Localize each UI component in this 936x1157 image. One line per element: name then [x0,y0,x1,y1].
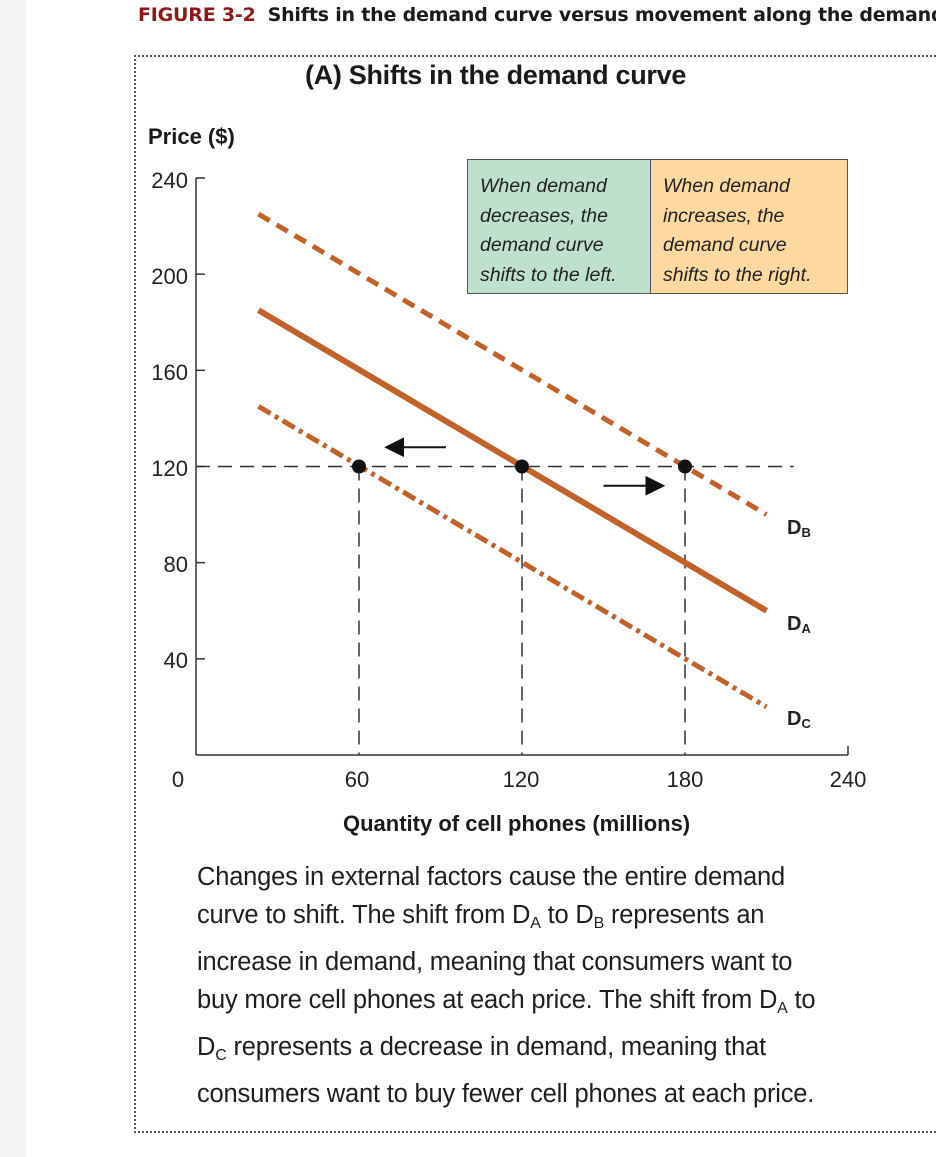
curve-label-main: D [787,517,802,539]
caption-text: represents an increase in demand, meanin… [197,901,793,1014]
increase-demand-note: When demand increases, the demand curve … [650,159,848,294]
note-line: When demand [663,175,790,197]
y-tick-label: 120 [151,456,188,481]
figure-frame-bottom [134,1131,936,1133]
x-tick-label: 240 [829,767,867,792]
curve-label-main: D [787,613,802,635]
demand-curve-da [256,307,769,614]
caption-text: to D [197,986,816,1061]
demand-point [515,459,529,474]
y-tick-label: 80 [163,552,188,577]
figure-caption: Changes in external factors cause the en… [197,858,837,1113]
decrease-demand-note: When demand decreases, the demand curve … [467,159,651,294]
curve-label-sub: C [801,716,811,731]
note-line: shifts to the left. [480,263,617,286]
x-tick-label: 180 [666,767,704,792]
curve-label-main: D [787,708,802,730]
caption-text: represents a decrease in demand, meaning… [197,1033,815,1108]
figure-frame-top [134,55,936,57]
caption-text: to D [540,901,594,929]
note-line: increases, the [663,204,785,227]
figure-label: FIGURE 3-2 [138,4,256,26]
figure-frame-left [134,55,136,1133]
y-tick-label: 160 [151,360,188,385]
caption-subscript: B [593,915,605,932]
caption-subscript: A [777,1000,788,1017]
demand-point [678,459,692,474]
note-line: decreases, the [480,204,608,227]
caption-subscript: A [530,915,541,932]
panel-title: (A) Shifts in the demand curve [305,60,687,90]
note-line: demand curve [663,234,787,256]
y-tick-label: 200 [151,264,188,289]
demand-point [352,459,366,474]
curve-label-da: DA [787,613,811,636]
y-axis-title: Price ($) [148,124,235,149]
x-tick-label: 0 [171,767,185,792]
curve-label-sub: A [801,621,811,636]
note-line: shifts to the right. [663,263,812,286]
note-line: demand curve [480,234,604,256]
caption-text: Changes in external factors cause the en… [197,863,785,929]
figure-header: FIGURE 3-2 Shifts in the demand curve ver… [138,4,936,26]
page-margin-strip [0,0,26,1157]
x-tick-label: 60 [344,767,370,792]
demand-curve-dc [257,404,768,710]
y-tick-label: 40 [163,648,188,673]
x-tick-label: 120 [502,767,540,792]
curve-label-sub: B [801,525,811,540]
x-axis-title: Quantity of cell phones (millions) [343,811,691,836]
y-tick-label: 240 [151,168,188,193]
caption-subscript: C [215,1047,227,1064]
figure-title: Shifts in the demand curve versus moveme… [267,4,936,26]
note-line: When demand [480,175,607,197]
curve-label-dc: DC [787,708,811,731]
curve-label-db: DB [787,517,811,540]
